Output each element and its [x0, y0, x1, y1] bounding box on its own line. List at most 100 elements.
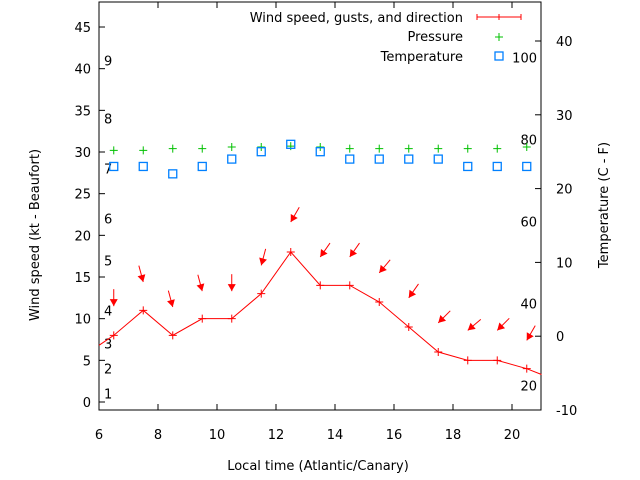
pressure-point: [404, 144, 413, 153]
x-tick-label: 12: [268, 428, 285, 443]
wind-point: [493, 356, 502, 365]
wind-arrowhead: [227, 284, 236, 292]
y-axis-label: Wind speed (kt - Beaufort): [28, 149, 43, 321]
wind-arrowhead: [438, 315, 447, 323]
temperature-point: [404, 154, 414, 164]
x-tick-label: 14: [327, 428, 344, 443]
legend-wind-label: Wind speed, gusts, and direction: [250, 11, 463, 26]
wind-arrowhead: [109, 299, 118, 307]
temperature-point: [345, 154, 355, 164]
temperature-point: [463, 161, 473, 172]
y-tick-label: 0: [83, 396, 91, 411]
pressure-point: [522, 143, 531, 152]
wind-point: [375, 298, 384, 307]
wind-point: [404, 323, 413, 332]
wind-arrowhead: [137, 274, 146, 283]
fahrenheit-label: 80: [520, 133, 537, 148]
y-tick-label: 15: [74, 271, 91, 286]
wind-arrowhead: [196, 283, 205, 292]
temperature-point: [522, 161, 532, 172]
wind-arrowhead: [526, 332, 534, 341]
legend-temperature-sample: [494, 51, 504, 61]
wind-arrowhead: [167, 299, 175, 308]
legend-wind-sample: [476, 14, 522, 20]
y-tick-label: 35: [74, 104, 91, 119]
y-tick-label: 45: [74, 21, 91, 36]
wind-point: [316, 281, 325, 290]
y-tick-label: 20: [74, 229, 91, 244]
pressure-point: [227, 143, 236, 152]
y2-tick-label: 40: [556, 35, 573, 50]
beaufort-label: 8: [104, 113, 112, 128]
wind-point: [463, 356, 472, 365]
wind-arrowhead: [290, 213, 298, 223]
y-tick-label: 5: [83, 354, 91, 369]
wind-point: [257, 289, 266, 298]
wind-point: [168, 331, 177, 340]
beaufort-label: 1: [104, 388, 112, 403]
legend-pressure-label: Pressure: [407, 30, 463, 45]
wind-point: [109, 331, 118, 340]
pressure-point: [198, 144, 207, 153]
beaufort-label: 9: [104, 54, 112, 69]
y2-tick-label: 0: [556, 330, 564, 345]
fahrenheit-label: 60: [520, 215, 537, 230]
x-tick-label: 6: [95, 428, 103, 443]
temperature-point: [227, 154, 237, 164]
pressure-point: [345, 144, 354, 153]
y-tick-label: 40: [74, 63, 91, 78]
temperature-point: [492, 161, 502, 172]
wind-arrowhead: [349, 248, 358, 258]
beaufort-label: 2: [104, 363, 112, 378]
pressure-point: [257, 143, 266, 152]
pressure-point: [493, 144, 502, 153]
x-tick-label: 16: [386, 428, 403, 443]
pressure-point: [375, 144, 384, 153]
y2-tick-label: 10: [556, 256, 573, 271]
wind-point: [198, 314, 207, 323]
x-axis-label: Local time (Atlantic/Canary): [227, 459, 409, 474]
x-tick-label: 18: [445, 428, 462, 443]
y2-axis-label: Temperature (C - F): [597, 142, 612, 269]
x-tick-label: 20: [504, 428, 521, 443]
legend-pressure-sample: [495, 33, 503, 41]
x-tick-label: 10: [209, 428, 226, 443]
pressure-point: [434, 144, 443, 153]
temperature-point: [315, 147, 325, 157]
wind-arrowhead: [320, 248, 328, 258]
y-tick-label: 10: [74, 313, 91, 328]
temperature-point: [197, 161, 207, 172]
pressure-point: [316, 143, 325, 152]
temperature-point: [286, 139, 296, 149]
plot-frame: [98, 1, 542, 411]
pressure-point: [463, 144, 472, 153]
wind-point: [139, 306, 148, 315]
wind-arrowhead: [497, 322, 506, 331]
wind-line: [98, 251, 542, 375]
beaufort-label: 7: [104, 163, 112, 178]
wind-point: [522, 364, 531, 373]
pressure-point: [109, 146, 118, 155]
y-tick-label: 25: [74, 188, 91, 203]
beaufort-label: 5: [104, 254, 112, 269]
beaufort-label: 6: [104, 213, 112, 228]
y2-tick-label: 20: [556, 183, 573, 198]
pressure-point: [168, 144, 177, 153]
temperature-point: [168, 169, 178, 179]
y-tick-label: 30: [74, 146, 91, 161]
fahrenheit-label: 100: [512, 51, 537, 66]
wind-arrowhead: [379, 264, 387, 273]
y2-tick-label: 30: [556, 109, 573, 124]
wind-arrowhead: [259, 257, 267, 266]
wind-point: [434, 348, 443, 357]
wind-point: [286, 248, 295, 257]
x-tick-label: 8: [154, 428, 162, 443]
temperature-point: [433, 154, 443, 164]
beaufort-label: 3: [104, 338, 112, 353]
beaufort-label: 4: [104, 304, 112, 319]
pressure-point: [139, 146, 148, 155]
wind-arrowhead: [408, 289, 417, 298]
y2-tick-label: -10: [556, 404, 577, 419]
